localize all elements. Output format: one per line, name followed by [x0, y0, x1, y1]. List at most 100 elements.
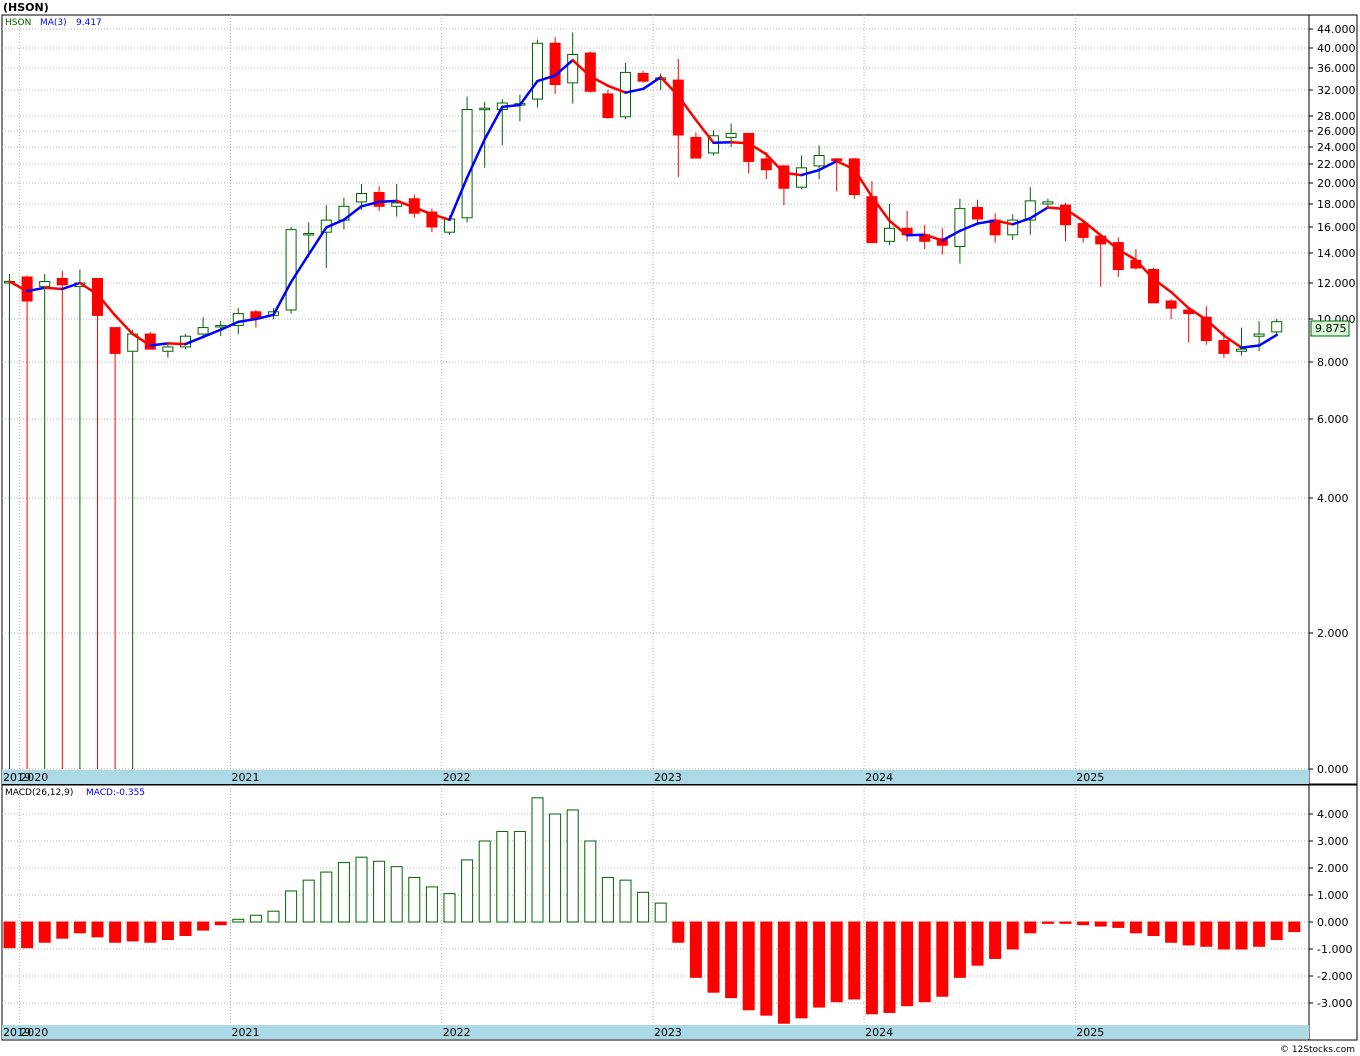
ma-segment: [712, 140, 733, 144]
ma-segment: [853, 168, 874, 198]
candle-body: [1271, 321, 1283, 333]
ma-segment: [1046, 206, 1067, 211]
macd-bar: [601, 876, 614, 923]
ma-segment: [201, 328, 222, 339]
ma-segment: [518, 79, 539, 107]
candle-body: [144, 333, 156, 350]
candle-body: [690, 136, 702, 159]
year-label: 2023: [654, 771, 682, 784]
ma-segment: [1222, 334, 1243, 349]
macd-bar: [549, 813, 562, 923]
price-tick-label: 22.000: [1317, 158, 1356, 171]
candle-body: [56, 278, 68, 286]
macd-bar: [285, 890, 298, 923]
price-tick-label: 36.000: [1317, 62, 1356, 75]
candle-body: [760, 158, 772, 171]
ma-segment: [325, 218, 346, 229]
ma-segment: [1081, 219, 1102, 237]
macd-bar: [91, 921, 104, 938]
price-tick-label: 28.000: [1317, 110, 1356, 123]
macd-bar: [461, 859, 474, 923]
macd-bar: [197, 921, 210, 931]
candle-body: [1060, 204, 1071, 226]
ma-segment: [131, 332, 152, 347]
candle-body: [232, 313, 244, 326]
candle-body: [884, 227, 895, 242]
macd-bar: [1253, 921, 1266, 947]
macd-bar: [1147, 921, 1160, 936]
macd-tick-label: 1.000: [1317, 889, 1349, 902]
candle-body: [109, 327, 121, 354]
macd-bar: [584, 840, 597, 923]
symbol-title: (HSON): [3, 1, 49, 14]
ma-segment: [25, 286, 46, 293]
ma-segment: [1187, 306, 1208, 321]
year-label: 2020: [20, 1026, 48, 1039]
macd-bar: [777, 921, 790, 1024]
macd-bar: [443, 893, 456, 923]
ma-segment: [377, 199, 398, 204]
macd-bar: [971, 921, 984, 966]
macd-bar: [144, 921, 157, 943]
macd-bar: [355, 856, 368, 923]
macd-bar: [109, 921, 122, 943]
last-price-tag: 9.875: [1315, 322, 1347, 335]
candle-body: [637, 73, 649, 82]
ma-segment: [765, 153, 786, 175]
macd-bar: [232, 918, 245, 923]
macd-bar: [953, 921, 966, 978]
ma-segment: [1134, 258, 1155, 281]
candle-body: [1165, 300, 1177, 309]
price-panel-frame: [1, 14, 1310, 785]
legend-ma-value: 9.417: [76, 18, 102, 28]
macd-bar: [21, 921, 34, 949]
macd-bar: [3, 921, 16, 949]
candle-body: [620, 71, 631, 118]
price-tick-label: 12.000: [1317, 277, 1356, 290]
macd-bar: [707, 921, 720, 993]
right-axis-frame-top: [1308, 14, 1358, 785]
candle-body: [532, 42, 543, 100]
macd-bar: [1182, 921, 1195, 946]
year-label: 2021: [232, 1026, 260, 1039]
ma-segment: [184, 335, 205, 346]
macd-bar: [373, 860, 386, 923]
moving-average-line: [8, 58, 1278, 349]
candle-body: [1112, 242, 1124, 271]
macd-tick-label: 2.000: [1317, 862, 1349, 875]
candle-body: [1236, 348, 1247, 352]
price-tick-label: 26.000: [1317, 125, 1356, 138]
candle-body: [1218, 340, 1230, 354]
candle-body: [602, 93, 614, 119]
macd-time-bar: [2, 1025, 1309, 1039]
ma-segment: [113, 314, 134, 336]
macd-bar: [936, 921, 949, 997]
candle-body: [549, 42, 561, 85]
ma-segment: [694, 118, 715, 144]
macd-bar: [1094, 921, 1107, 927]
macd-bar: [531, 797, 544, 923]
candle-body: [1024, 200, 1036, 221]
macd-value-label: MACD:-0.355: [86, 788, 145, 798]
ma-segment: [641, 75, 662, 91]
watermark: © 12Stocks.com: [1280, 1045, 1355, 1055]
ma-segment: [448, 176, 469, 221]
macd-bar: [56, 921, 69, 939]
ma-segment: [61, 281, 82, 291]
candle-body: [813, 155, 825, 167]
ma-segment: [1029, 206, 1050, 220]
ma-segment: [571, 58, 592, 78]
macd-bar: [1024, 921, 1037, 934]
macd-bar: [1165, 921, 1178, 943]
macd-bar: [1059, 921, 1072, 924]
candle-body: [567, 54, 579, 84]
ma-segment: [1205, 318, 1226, 337]
macd-bar: [1006, 921, 1019, 950]
macd-bar: [672, 921, 685, 943]
macd-tick-label: 3.000: [1317, 835, 1349, 848]
ma-segment: [237, 317, 258, 324]
macd-bar: [513, 831, 526, 923]
macd-bar: [865, 921, 878, 1015]
year-label: 2025: [1076, 771, 1104, 784]
